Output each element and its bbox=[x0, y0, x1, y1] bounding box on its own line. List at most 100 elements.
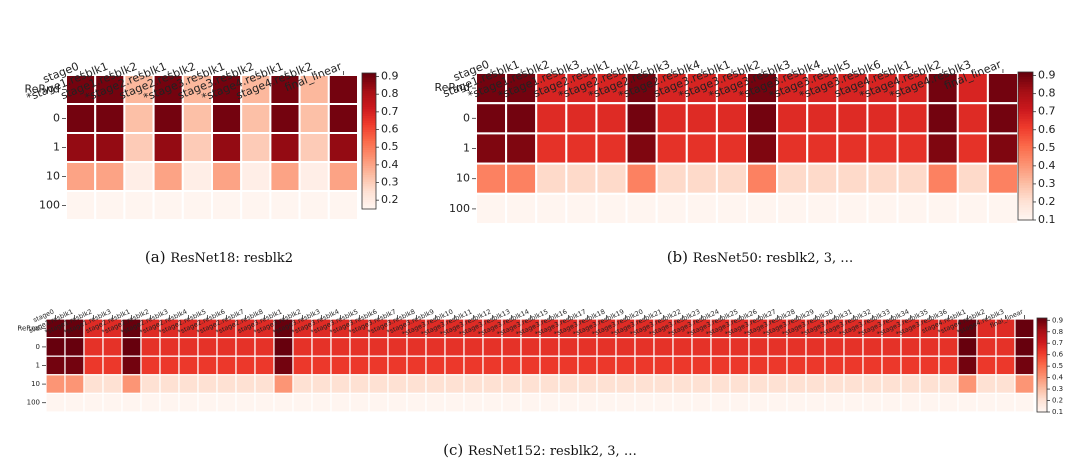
heatmap-cell bbox=[805, 392, 826, 413]
colorbar-segment bbox=[1018, 126, 1033, 130]
colorbar-tick-label: 0.6 bbox=[381, 123, 399, 136]
colorbar-segment bbox=[1018, 141, 1033, 145]
colorbar-segment bbox=[1037, 388, 1047, 391]
colorbar-segment bbox=[1018, 158, 1033, 162]
heatmap-cell bbox=[957, 355, 978, 376]
colorbar-segment bbox=[1018, 94, 1033, 98]
heatmap-cell bbox=[691, 392, 712, 413]
colorbar-segment bbox=[1018, 215, 1033, 219]
heatmap-cell bbox=[197, 337, 218, 357]
heatmap-cell bbox=[140, 355, 161, 376]
colorbar-segment bbox=[362, 152, 376, 156]
colorbar-segment bbox=[1037, 379, 1047, 382]
colorbar-tick-label: 0.2 bbox=[381, 193, 399, 206]
colorbar-segment bbox=[1037, 355, 1047, 358]
heatmap-cell bbox=[986, 132, 1020, 165]
heatmap-cell bbox=[843, 355, 864, 376]
heatmap-cell bbox=[273, 392, 294, 413]
colorbar-tick-label: 0.7 bbox=[381, 105, 399, 118]
colorbar-segment bbox=[362, 193, 376, 196]
colorbar-segment bbox=[1018, 104, 1033, 108]
heatmap-cell bbox=[926, 192, 959, 226]
heatmap-cell bbox=[767, 392, 788, 413]
heatmap-cell bbox=[65, 161, 97, 192]
heatmap-cell bbox=[824, 392, 845, 413]
heatmap-cell bbox=[919, 392, 940, 413]
colorbar-segment bbox=[1018, 195, 1033, 199]
colorbar-segment bbox=[1018, 187, 1033, 191]
heatmap-cell bbox=[976, 337, 997, 357]
heatmap-cell bbox=[615, 374, 636, 394]
heatmap-cell bbox=[957, 337, 978, 357]
colorbar-segment bbox=[1018, 210, 1033, 214]
colorbar-segment bbox=[1037, 332, 1047, 335]
heatmap-cell bbox=[786, 337, 807, 357]
heatmap-cell bbox=[102, 337, 123, 357]
heatmap-1: ReRnd0110100stage0stage1.resblk1*stage1.… bbox=[434, 58, 1055, 266]
colorbar-1: 0.9 0.8 0.7 0.6 0.5 0.4 0.3 0.2 0.1 bbox=[1017, 69, 1056, 226]
heatmap-cell bbox=[152, 103, 184, 134]
heatmap-cell bbox=[565, 162, 598, 195]
colorbar-segment bbox=[362, 143, 376, 147]
heatmap-cell bbox=[866, 192, 899, 226]
heatmap-cell bbox=[298, 103, 330, 134]
colorbar-segment bbox=[1037, 343, 1047, 346]
colorbar-tick-label: 0.9 bbox=[1038, 69, 1056, 82]
row-label: 100 bbox=[39, 199, 60, 212]
heatmap-cell bbox=[123, 190, 155, 221]
colorbar-segment bbox=[1037, 347, 1047, 350]
heatmap-cell bbox=[805, 337, 826, 357]
colorbar-segment bbox=[1018, 81, 1033, 85]
colorbar-segment bbox=[1037, 322, 1047, 325]
colorbar-segment bbox=[362, 129, 376, 133]
colorbar-segment bbox=[1018, 143, 1033, 147]
colorbar-segment bbox=[1018, 163, 1033, 167]
heatmap-cell bbox=[368, 355, 389, 376]
colorbar-segment bbox=[1018, 91, 1033, 95]
heatmap-cell bbox=[444, 392, 465, 413]
heatmap-cell bbox=[976, 355, 997, 376]
heatmap-cell bbox=[577, 337, 598, 357]
colorbar-segment bbox=[1018, 118, 1033, 122]
row-label: ReRnd bbox=[434, 81, 470, 94]
heatmap-cell bbox=[123, 103, 155, 134]
row-label: 10 bbox=[46, 170, 60, 183]
row-label: 1 bbox=[53, 141, 60, 154]
heatmap-cell bbox=[625, 132, 658, 165]
colorbar-segment bbox=[1037, 369, 1047, 372]
heatmap-cell bbox=[535, 162, 568, 195]
heatmap-cell bbox=[152, 190, 184, 221]
row-label: 100 bbox=[449, 202, 470, 215]
heatmap-cell bbox=[956, 132, 989, 165]
heatmap-cell bbox=[806, 72, 839, 105]
heatmap-cell bbox=[368, 374, 389, 394]
heatmap-cell bbox=[900, 355, 921, 376]
heatmap-cell bbox=[520, 337, 541, 357]
colorbar-segment bbox=[362, 95, 376, 99]
colorbar-segment bbox=[1037, 401, 1047, 404]
colorbar-segment bbox=[362, 104, 376, 108]
colorbar-segment bbox=[1018, 106, 1033, 110]
row-label: 100 bbox=[27, 399, 40, 407]
heatmap-cell bbox=[240, 161, 272, 192]
heatmap-2: ReRnd0110100stage0stage1.resblk1*stage1.… bbox=[17, 307, 1063, 459]
heatmap-cell bbox=[311, 355, 332, 376]
heatmap-cell bbox=[269, 161, 301, 192]
heatmap-cell bbox=[501, 355, 522, 376]
heatmap-cell bbox=[425, 355, 446, 376]
heatmap-cell bbox=[806, 192, 839, 226]
heatmap-cell bbox=[64, 392, 85, 413]
heatmap-cell bbox=[685, 192, 718, 226]
heatmap-cell bbox=[123, 161, 155, 192]
heatmap-cell bbox=[152, 161, 184, 192]
heatmap-cell bbox=[653, 355, 674, 376]
heatmap-cell bbox=[685, 132, 718, 165]
colorbar-segment bbox=[1037, 371, 1047, 374]
colorbar-tick-label: 0.4 bbox=[1038, 159, 1056, 172]
figure-caption: (b) ResNet50: resblk2, 3, … bbox=[667, 248, 854, 266]
colorbar-segment bbox=[1018, 111, 1033, 115]
heatmap-cell bbox=[956, 72, 989, 105]
colorbar-segment bbox=[362, 141, 376, 144]
colorbar-segment bbox=[1037, 404, 1047, 407]
heatmap-cell bbox=[596, 355, 617, 376]
